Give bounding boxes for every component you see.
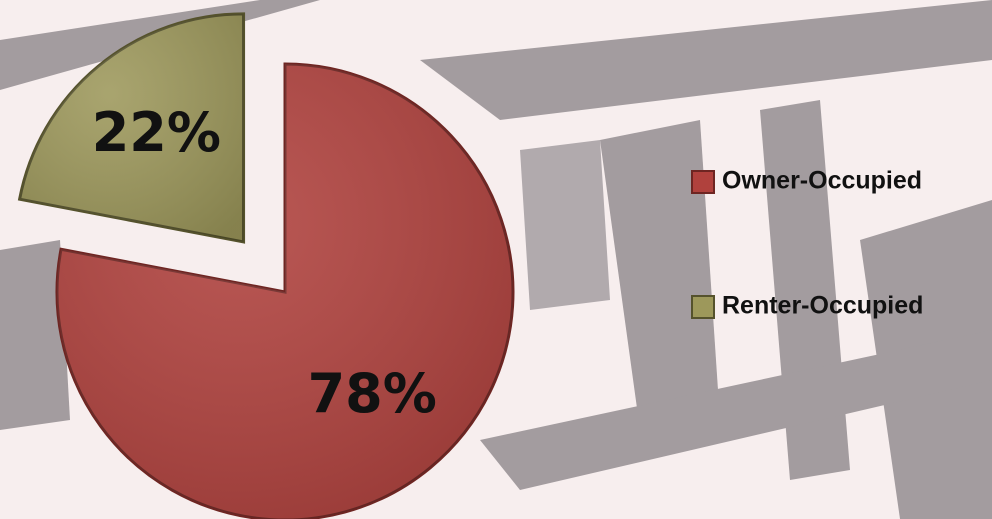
legend-label: Owner-Occupied [722, 167, 922, 195]
pie: 78% 22% [17, 12, 515, 519]
data-label: 22% [92, 101, 221, 164]
slice-shade [57, 64, 513, 519]
data-label: 78% [308, 362, 437, 425]
legend-swatch [691, 170, 715, 194]
legend: Owner-Occupied Renter-Occupied [691, 167, 923, 320]
legend-label: Renter-Occupied [722, 292, 923, 320]
slice-shade [19, 13, 244, 242]
legend-swatch [691, 295, 715, 319]
